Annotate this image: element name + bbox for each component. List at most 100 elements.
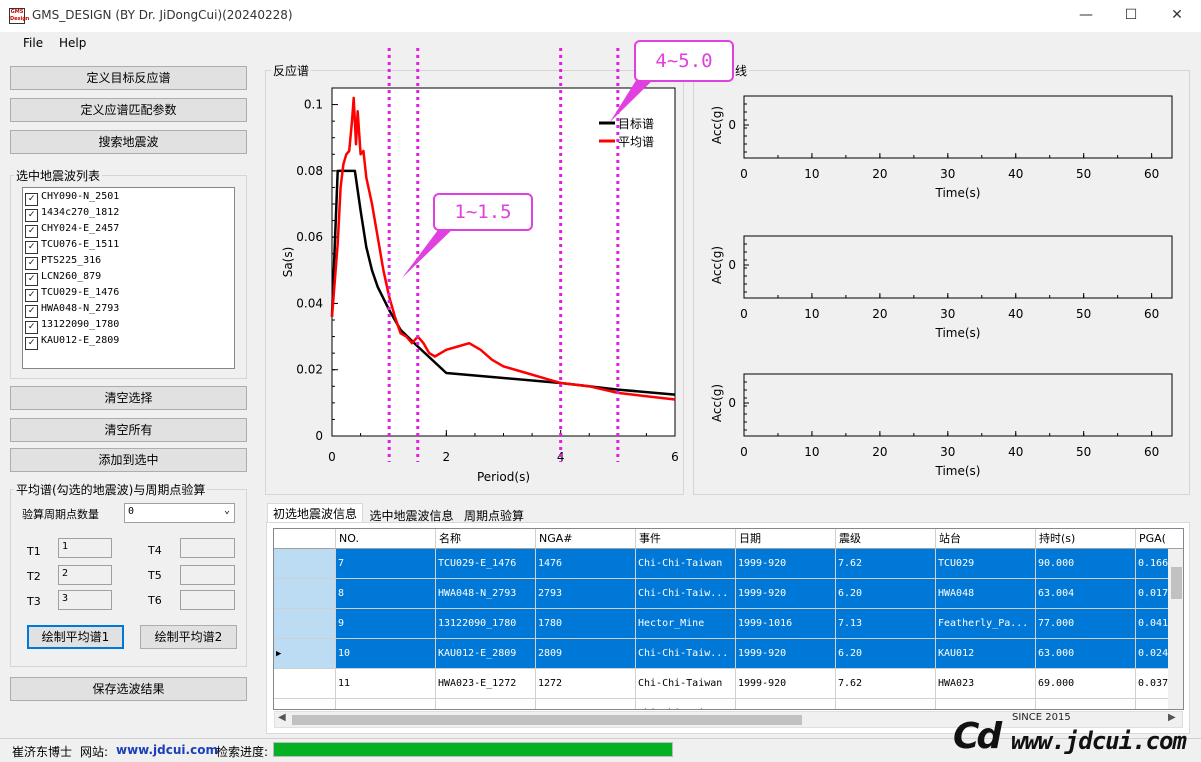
checkbox-checked-icon[interactable]: ✓ [25, 337, 38, 350]
waves-grid[interactable]: NO. 名称 NGA# 事件 日期 震级 站台 持时(s) PGA( 7 TCU0… [273, 528, 1184, 710]
grid-cell[interactable]: 1999-1016 [736, 609, 836, 639]
checkbox-checked-icon[interactable]: ✓ [25, 273, 38, 286]
grid-cell[interactable]: 9 [336, 609, 436, 639]
define-target-spectrum-button[interactable]: 定义目标反应谱 [10, 66, 247, 90]
grid-cell[interactable]: Chi-Chi-Taiw... [636, 579, 736, 609]
clear-all-button[interactable]: 清空所有 [10, 418, 247, 442]
scroll-left-icon[interactable]: ◀ [278, 712, 286, 723]
grid-cell[interactable]: TCU029 [936, 549, 1036, 579]
column-header[interactable]: NO. [336, 529, 436, 549]
grid-cell[interactable]: 7.62 [836, 549, 936, 579]
list-item[interactable]: ✓ 13122090_1780 [25, 317, 119, 334]
t1-field[interactable]: 1 [58, 538, 112, 558]
grid-cell[interactable]: 6.20 [836, 639, 936, 669]
grid-cell[interactable]: Featherly_Pa... [936, 609, 1036, 639]
horizontal-scroll-thumb[interactable] [292, 715, 802, 725]
grid-cell[interactable]: 1999-920 [736, 549, 836, 579]
column-header[interactable]: 震级 [836, 529, 936, 549]
maximize-button[interactable]: ☐ [1124, 7, 1138, 23]
minimize-button[interactable]: — [1079, 7, 1093, 23]
row-header[interactable] [274, 549, 336, 579]
grid-cell[interactable]: 0.037 [1136, 669, 1183, 699]
checkbox-checked-icon[interactable]: ✓ [25, 289, 38, 302]
close-button[interactable]: ✕ [1171, 7, 1183, 23]
grid-cell[interactable]: 1999-920 [736, 699, 836, 709]
checkbox-checked-icon[interactable]: ✓ [25, 321, 38, 334]
scroll-right-icon[interactable]: ▶ [1168, 712, 1176, 723]
t4-field[interactable] [180, 538, 235, 558]
grid-cell[interactable]: 63.004 [1036, 579, 1136, 609]
checkbox-checked-icon[interactable]: ✓ [25, 305, 38, 318]
checkbox-checked-icon[interactable]: ✓ [25, 193, 38, 206]
selected-waves-list[interactable]: ✓ CHY090-N_2501 ✓ 1434c270_1812 ✓ CHY024-E_… [22, 187, 235, 369]
column-header[interactable]: 事件 [636, 529, 736, 549]
grid-cell[interactable]: TCU122-E_1444 [436, 699, 536, 709]
list-item[interactable]: ✓ TCU029-E_1476 [25, 285, 119, 302]
row-header[interactable]: ▶ [274, 639, 336, 669]
grid-cell[interactable]: KAU012-E_2809 [436, 639, 536, 669]
grid-cell[interactable]: HWA048 [936, 579, 1036, 609]
list-item[interactable]: ✓ CHY024-E_2457 [25, 221, 119, 238]
row-header[interactable] [274, 669, 336, 699]
t2-field[interactable]: 2 [58, 565, 112, 585]
grid-cell[interactable]: 1999-920 [736, 639, 836, 669]
grid-cell[interactable]: KAU012 [936, 639, 1036, 669]
column-header[interactable]: PGA( [1136, 529, 1183, 549]
grid-cell[interactable]: 63.000 [1036, 639, 1136, 669]
add-to-selected-button[interactable]: 添加到选中 [10, 448, 247, 472]
list-item[interactable]: ✓ LCN260_879 [25, 269, 101, 286]
tab-selected-waves[interactable]: 选中地震波信息 [369, 509, 454, 523]
grid-cell[interactable]: Hector_Mine [636, 609, 736, 639]
list-item[interactable]: ✓ 1434c270_1812 [25, 205, 119, 222]
grid-cell[interactable]: 90.000 [1036, 699, 1136, 709]
menu-help[interactable]: Help [59, 36, 87, 50]
grid-cell[interactable]: 10 [336, 639, 436, 669]
grid-cell[interactable]: 1444 [536, 699, 636, 709]
grid-cell[interactable]: 2809 [536, 639, 636, 669]
horizontal-scrollbar[interactable]: ◀ ▶ [274, 711, 1183, 728]
column-header[interactable]: 持时(s) [1036, 529, 1136, 549]
grid-cell[interactable]: 1999-920 [736, 579, 836, 609]
site-link[interactable]: www.jdcui.com [116, 743, 218, 757]
grid-cell[interactable]: 11 [336, 669, 436, 699]
grid-cell[interactable]: 0.2 [1136, 699, 1183, 709]
grid-cell[interactable]: 77.000 [1036, 609, 1136, 639]
grid-cell[interactable]: 13122090_1780 [436, 609, 536, 639]
define-match-params-button[interactable]: 定义应谱匹配参数 [10, 98, 247, 122]
plot-average-1-button[interactable]: 绘制平均谱1 [27, 625, 124, 649]
grid-cell[interactable]: 2793 [536, 579, 636, 609]
grid-cell[interactable]: Chi-Chi-Taiw... [636, 639, 736, 669]
grid-cell[interactable]: 1780 [536, 609, 636, 639]
grid-cell[interactable]: 69.000 [1036, 669, 1136, 699]
column-header[interactable]: 日期 [736, 529, 836, 549]
grid-cell[interactable]: TCU122 [936, 699, 1036, 709]
list-item[interactable]: ✓ CHY090-N_2501 [25, 189, 119, 206]
checkbox-checked-icon[interactable]: ✓ [25, 257, 38, 270]
clear-selection-button[interactable]: 清空选择 [10, 386, 247, 410]
list-item[interactable]: ✓ KAU012-E_2809 [25, 333, 119, 350]
grid-cell[interactable]: 1476 [536, 549, 636, 579]
grid-cell[interactable]: 90.000 [1036, 549, 1136, 579]
grid-cell[interactable]: 7.62 [836, 699, 936, 709]
search-waves-button[interactable]: 搜索地震波 [10, 130, 247, 154]
plot-average-2-button[interactable]: 绘制平均谱2 [140, 625, 237, 649]
tab-period-check[interactable]: 周期点验算 [463, 509, 524, 523]
grid-cell[interactable]: HWA023-E_1272 [436, 669, 536, 699]
save-results-button[interactable]: 保存选波结果 [10, 677, 247, 701]
grid-cell[interactable]: 7.13 [836, 609, 936, 639]
grid-cell[interactable]: HWA048-N_2793 [436, 579, 536, 609]
menu-file[interactable]: File [23, 36, 44, 50]
list-item[interactable]: ✓ TCU076-E_1511 [25, 237, 119, 254]
grid-cell[interactable]: HWA023 [936, 669, 1036, 699]
grid-cell[interactable]: 12 [336, 699, 436, 709]
column-header[interactable]: NGA# [536, 529, 636, 549]
grid-cell[interactable]: Chi-Chi-Taiwan [636, 669, 736, 699]
grid-cell[interactable]: TCU029-E_1476 [436, 549, 536, 579]
row-header[interactable] [274, 699, 336, 709]
tab-initial-waves[interactable]: 初选地震波信息 [267, 503, 363, 523]
vertical-scrollbar[interactable] [1168, 549, 1183, 709]
list-item[interactable]: ✓ PTS225_316 [25, 253, 101, 270]
grid-cell[interactable]: Chi-Chi-Taiwan [636, 699, 736, 709]
grid-cell[interactable]: 1999-920 [736, 669, 836, 699]
checkbox-checked-icon[interactable]: ✓ [25, 209, 38, 222]
